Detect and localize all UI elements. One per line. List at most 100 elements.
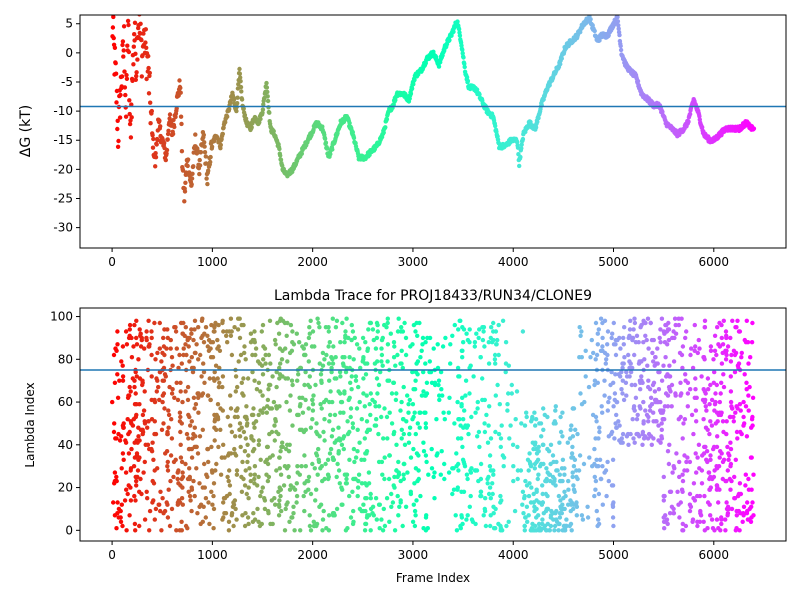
delta-g-y-ticks: -30-25-20-15-10-505 [53,17,80,235]
lambda-point [320,528,325,533]
delta-g-point [635,78,641,84]
lambda-point [641,399,646,405]
delta-g-point [237,66,242,72]
lambda-point [172,395,177,400]
lambda-point [401,472,406,477]
lambda-point [196,410,201,415]
delta-g-point [451,29,456,34]
lambda-point [374,376,380,381]
lambda-point [554,468,559,473]
delta-g-point [113,71,119,76]
lambda-point [657,335,662,341]
lambda-point [459,513,464,518]
lambda-point [134,342,140,347]
lambda-point [643,333,648,338]
lambda-point [540,491,545,497]
lambda-point [595,523,600,529]
lambda-point [396,316,401,321]
delta-g-point [238,79,243,84]
lambda-point [692,348,697,353]
lambda-point [256,474,261,480]
lambda-point [134,318,139,323]
lambda-point [541,427,546,432]
lambda-point [656,369,661,375]
delta-g-point [264,80,269,86]
lambda-point [338,374,343,379]
lambda-point [483,523,489,529]
lambda-point [401,476,406,482]
lambda-point [276,431,281,437]
lambda-point [281,483,287,488]
lambda-point [620,431,626,437]
lambda-point [471,374,476,379]
lambda-point [291,485,296,490]
lambda-point [294,493,300,499]
lambda-point [717,399,722,405]
lambda-point [379,414,384,420]
lambda-point [263,361,268,366]
lambda-point [273,417,278,422]
lambda-point [268,361,273,366]
lambda-point [666,461,672,467]
lambda-point [370,504,376,509]
lambda-point [536,444,541,450]
lambda-point [599,476,604,482]
lambda-point [130,423,136,428]
lambda-point [437,397,442,403]
lambda-point [278,487,283,492]
lambda-point [128,468,133,473]
delta-g-point [123,92,128,98]
lambda-point [112,380,118,385]
lambda-point [126,335,132,341]
lambda-point [507,436,512,441]
lambda-point [205,333,210,338]
lambda-point [411,446,416,452]
lambda-point [705,526,710,531]
lambda-point [720,342,726,347]
lambda-point [619,369,624,375]
lambda-point [323,461,328,467]
lambda-point [336,449,341,454]
lambda-point [610,515,616,520]
lambda-point [716,342,721,347]
lambda-point [724,431,729,437]
lambda-point [237,434,243,439]
lambda-point [702,444,707,450]
lambda-point [644,337,649,343]
lambda-point [408,491,414,497]
lambda-point [373,496,379,501]
lambda-point [566,502,571,507]
lambda-point [146,419,151,424]
lambda-point [114,474,119,480]
lambda-point [121,421,126,426]
lambda-point [524,483,530,488]
delta-g-point [130,78,135,84]
lambda-point [355,449,360,454]
lambda-point [261,406,267,411]
lambda-point [125,417,130,422]
lambda-point [659,316,665,321]
lambda-point [513,417,518,422]
lambda-point [741,399,746,405]
lambda-point [687,508,693,514]
lambda-point [558,414,563,420]
lambda-point [245,376,251,381]
lambda-point [719,322,724,328]
lambda-point [407,425,413,430]
delta-g-point [112,45,118,50]
delta-g-point [148,100,153,105]
lambda-point [560,528,565,533]
lambda-point [165,464,170,469]
lambda-point [414,361,419,366]
lambda-point [522,493,527,499]
lambda-point [417,410,422,415]
lambda-point [347,457,352,462]
lambda-point [257,523,263,529]
lambda-point [183,342,188,347]
lambda-point [177,352,182,358]
delta-g-point [517,163,522,169]
delta-g-point [457,33,463,38]
lambda-point [553,408,558,413]
lambda-point [215,337,220,343]
